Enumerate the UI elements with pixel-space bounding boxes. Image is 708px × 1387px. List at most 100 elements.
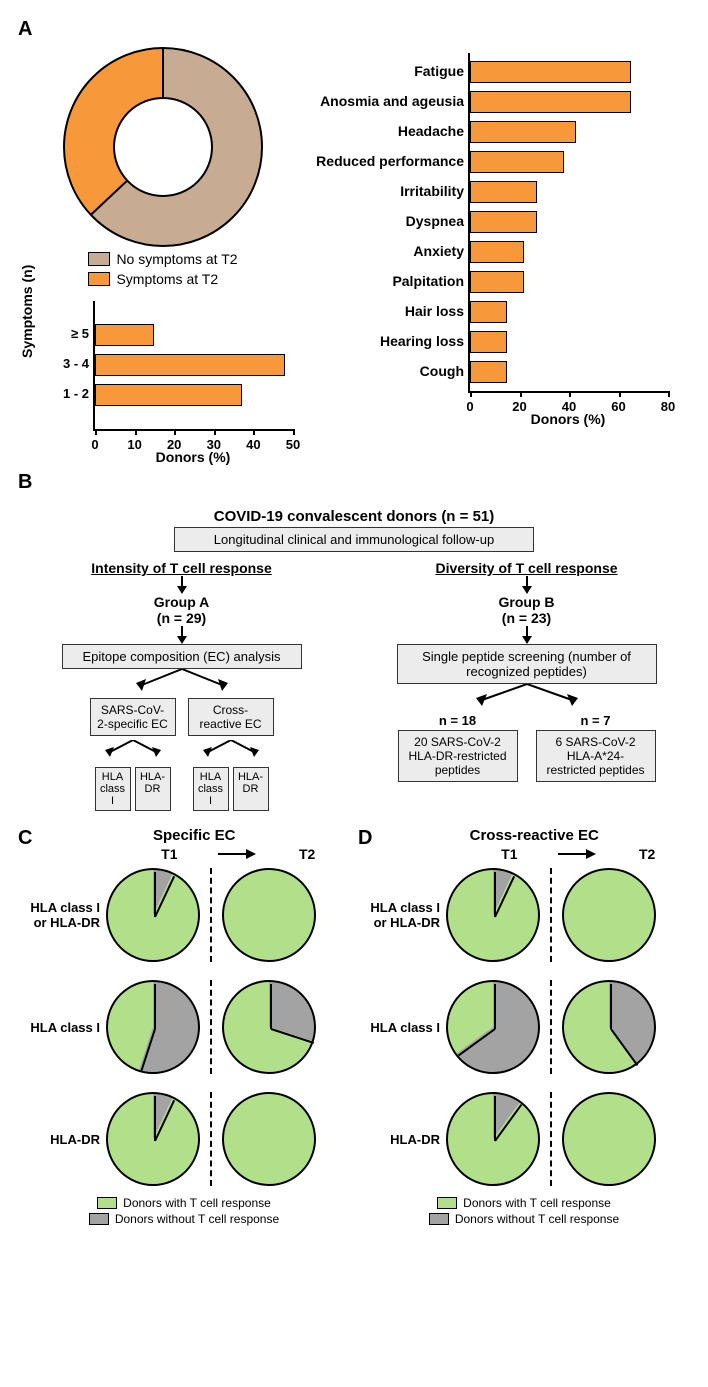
x-tick: 50: [293, 429, 307, 452]
swatch-with-response: [437, 1197, 457, 1209]
bar-category-label: Dyspnea: [406, 213, 470, 229]
arrow-down-icon: [175, 626, 189, 644]
flow-right-group-n: (n = 23): [502, 610, 551, 626]
pie-chart: [106, 1092, 200, 1186]
donut-legend-item: No symptoms at T2: [88, 251, 237, 267]
flow-left-sub2: Cross-reactive EC HLA class I HLA-DR: [186, 698, 276, 811]
bar-row: Hair loss: [470, 301, 668, 323]
swatch-symptoms: [88, 272, 110, 286]
flow-box-cross-ec: Cross-reactive EC: [188, 698, 274, 736]
panel-a-label: A: [18, 18, 690, 41]
pie-row-label: HLA class I or HLA-DR: [18, 900, 100, 930]
pie-chart: [106, 980, 200, 1074]
legend-with: Donors with T cell response: [123, 1196, 271, 1210]
arrow-split-icon: [186, 740, 276, 763]
bar-row: Anosmia and ageusia: [470, 91, 668, 113]
bar-category-label: Irritability: [400, 183, 470, 199]
flow-right-n1: n = 18: [439, 713, 476, 728]
symptoms-xtitle: Donors (%): [468, 411, 668, 427]
flow-left-box-ec: Epitope composition (EC) analysis: [62, 644, 302, 669]
donut-legend-item: Symptoms at T2: [88, 271, 237, 287]
bar-row: Fatigue: [470, 61, 668, 83]
swatch-no-symptoms: [88, 252, 110, 266]
panel-d-timepoints: T1 T2: [378, 846, 690, 862]
flow-right-group: Group B: [499, 594, 555, 610]
pie-chart: [222, 868, 316, 962]
legend-label-symptoms: Symptoms at T2: [116, 271, 218, 287]
bar-row: Dyspnea: [470, 211, 668, 233]
pie-row-label: HLA class I: [18, 1020, 100, 1035]
bar-row: 1 - 2: [95, 384, 293, 406]
panel-a: No symptoms at T2 Symptoms at T2 Symptom…: [18, 47, 690, 471]
bar-row: 3 - 4: [95, 354, 293, 376]
flow-right-n2: n = 7: [581, 713, 611, 728]
bar: [470, 211, 537, 233]
bar-category-label: Fatigue: [414, 63, 470, 79]
pie-chart: [222, 980, 316, 1074]
symptom-count-plot: ≥ 53 - 41 - 201020304050: [93, 301, 293, 431]
panel-c-t1: T1: [126, 846, 212, 862]
dashed-separator: [210, 868, 212, 962]
legend-with: Donors with T cell response: [463, 1196, 611, 1210]
bar-category-label: Cough: [420, 363, 470, 379]
flow-box-hla-a24-peptides: 6 SARS-CoV-2 HLA-A*24-restricted peptide…: [536, 730, 656, 782]
panel-a-left: No symptoms at T2 Symptoms at T2 Symptom…: [18, 47, 308, 471]
arrow-split-icon: [102, 669, 262, 698]
panel-c-pie-grid: HLA class I or HLA-DRHLA class IHLA-DR: [18, 868, 350, 1186]
bar: [470, 331, 507, 353]
panel-c-legend: Donors with T cell response Donors witho…: [18, 1196, 350, 1226]
dashed-separator: [550, 868, 552, 962]
pie-row-label: HLA class I: [358, 1020, 440, 1035]
pie-chart: [562, 980, 656, 1074]
bar: [470, 121, 576, 143]
panel-d-t1: T1: [466, 846, 552, 862]
dashed-separator: [210, 980, 212, 1074]
pie-chart: [446, 868, 540, 962]
bar-row: ≥ 5: [95, 324, 293, 346]
arrow-down-icon: [175, 576, 189, 594]
flow-box-hla-class-i: HLA class I: [193, 767, 229, 811]
symptom-count-xtitle: Donors (%): [93, 449, 293, 465]
bar: [95, 324, 154, 346]
arrow-split-icon: [88, 740, 178, 763]
bar: [470, 61, 631, 83]
flow-box-hla-dr-peptides: 20 SARS-CoV-2 HLA-DR-restricted peptides: [398, 730, 518, 782]
panel-d: D Cross-reactive EC T1 T2 HLA class I or…: [358, 827, 690, 1226]
flow-box-hla-class-i: HLA class I: [95, 767, 131, 811]
donut-legend: No symptoms at T2 Symptoms at T2: [88, 251, 237, 287]
flow-title: COVID-19 convalescent donors (n = 51): [19, 508, 689, 525]
bar: [470, 91, 631, 113]
panel-c-title: Specific EC: [38, 827, 350, 844]
panel-c-t2: T2: [264, 846, 350, 862]
panel-d-pie-grid: HLA class I or HLA-DR HLA class I HLA-DR: [358, 868, 690, 1186]
bar-category-label: 1 - 2: [63, 386, 95, 401]
panel-d-label: D: [358, 827, 372, 850]
donut-hole: [113, 97, 213, 197]
arrow-split-icon: [427, 684, 627, 713]
bar-category-label: Anxiety: [413, 243, 470, 259]
flow-right-box-screen: Single peptide screening (number of reco…: [397, 644, 657, 684]
panel-d-legend: Donors with T cell response Donors witho…: [358, 1196, 690, 1226]
panel-c: C Specific EC T1 T2 HLA class I or HLA-D…: [18, 827, 350, 1226]
flow-left-sub1: SARS-CoV-2-specific EC HLA class I HLA-D…: [88, 698, 178, 811]
symptoms-chart: FatigueAnosmia and ageusiaHeadacheReduce…: [318, 53, 688, 433]
pie-chart: [222, 1092, 316, 1186]
dashed-separator: [550, 1092, 552, 1186]
legend-without: Donors without T cell response: [115, 1212, 279, 1226]
swatch-with-response: [97, 1197, 117, 1209]
legend-label-no-symptoms: No symptoms at T2: [116, 251, 237, 267]
bar-row: Cough: [470, 361, 668, 383]
flow-box-followup: Longitudinal clinical and immunological …: [174, 527, 534, 552]
bar-row: Reduced performance: [470, 151, 668, 173]
bar-row: Palpitation: [470, 271, 668, 293]
pie-row-label: HLA class I or HLA-DR: [358, 900, 440, 930]
bar-row: Irritability: [470, 181, 668, 203]
pie-row: HLA class I: [358, 980, 690, 1074]
bar: [470, 301, 507, 323]
pie-row-label: HLA-DR: [358, 1132, 440, 1147]
panel-c-label: C: [18, 827, 32, 850]
arrow-right-icon: [218, 848, 258, 860]
symptoms-plot: FatigueAnosmia and ageusiaHeadacheReduce…: [468, 53, 668, 393]
dashed-separator: [550, 980, 552, 1074]
bar: [470, 181, 537, 203]
